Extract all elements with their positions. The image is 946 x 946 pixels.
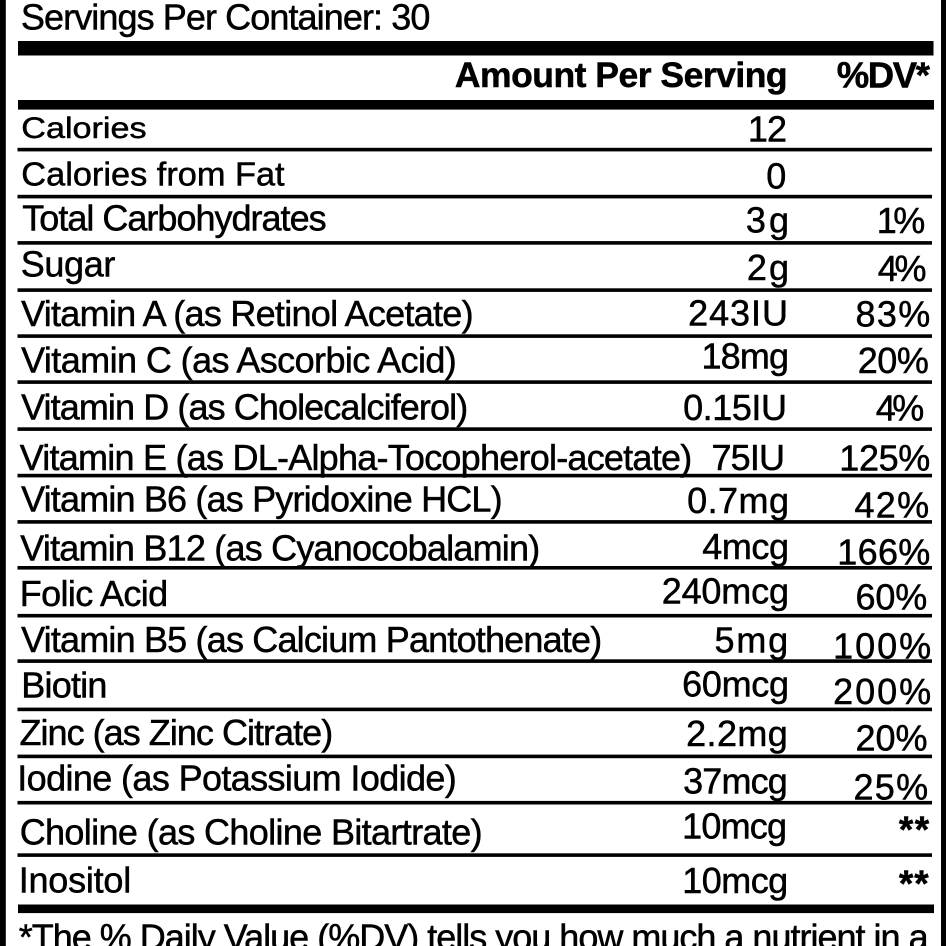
svg-text:%DV*: %DV* — [837, 55, 931, 96]
svg-text:Iodine (as Potassium Iodide): Iodine (as Potassium Iodide) — [17, 757, 457, 798]
svg-text:*The % Daily Value (%DV) tells: *The % Daily Value (%DV) tells you how m… — [19, 917, 930, 946]
svg-text:12: 12 — [748, 109, 787, 150]
svg-text:240mcg: 240mcg — [662, 571, 789, 612]
svg-text:Total Carbohydrates: Total Carbohydrates — [22, 197, 326, 238]
svg-text:2.2mg: 2.2mg — [686, 713, 788, 754]
svg-text:4%: 4% — [876, 388, 925, 429]
svg-text:4mcg: 4mcg — [702, 526, 789, 567]
svg-text:20%: 20% — [858, 340, 929, 381]
svg-text:Vitamin B6 (as Pyridoxine HCL): Vitamin B6 (as Pyridoxine HCL) — [21, 479, 503, 520]
svg-text:166%: 166% — [837, 531, 930, 572]
svg-text:Servings Per Container: 30: Servings Per Container: 30 — [21, 0, 431, 38]
svg-text:Calories from Fat: Calories from Fat — [21, 156, 284, 193]
svg-text:10mcg: 10mcg — [682, 860, 788, 901]
svg-text:37mcg: 37mcg — [683, 760, 788, 801]
svg-text:Vitamin C (as Ascorbic Acid): Vitamin C (as Ascorbic Acid) — [21, 339, 457, 380]
svg-text:Sugar: Sugar — [21, 243, 116, 284]
svg-text:Zinc (as Zinc Citrate): Zinc (as Zinc Citrate) — [20, 712, 334, 753]
svg-text:25%: 25% — [854, 766, 929, 807]
svg-text:0.15IU: 0.15IU — [683, 387, 787, 428]
svg-text:100%: 100% — [833, 625, 931, 666]
svg-text:18mg: 18mg — [702, 335, 790, 376]
svg-text:60%: 60% — [856, 577, 928, 618]
svg-text:4%: 4% — [878, 248, 927, 289]
svg-text:75IU: 75IU — [712, 437, 786, 478]
svg-text:Amount Per Serving: Amount Per Serving — [455, 55, 788, 95]
svg-text:Vitamin A (as Retinol Acetate): Vitamin A (as Retinol Acetate) — [21, 293, 474, 334]
svg-text:Vitamin E (as DL-Alpha-Tocophe: Vitamin E (as DL-Alpha-Tocopherol-acetat… — [20, 437, 693, 478]
svg-text:83%: 83% — [856, 293, 931, 334]
svg-text:0: 0 — [766, 156, 786, 197]
svg-text:**: ** — [899, 863, 929, 904]
svg-text:5mg: 5mg — [715, 619, 789, 660]
svg-text:Calories: Calories — [21, 112, 146, 145]
svg-text:Choline (as Choline Bitartrate: Choline (as Choline Bitartrate) — [20, 811, 483, 852]
svg-text:Vitamin B12 (as Cyanocobalamin: Vitamin B12 (as Cyanocobalamin) — [20, 528, 540, 569]
svg-text:20%: 20% — [856, 718, 928, 759]
svg-text:Vitamin B5 (as Calcium Pantoth: Vitamin B5 (as Calcium Pantothenate) — [21, 619, 602, 660]
svg-text:Folic Acid: Folic Acid — [20, 573, 169, 614]
svg-text:42%: 42% — [855, 485, 930, 526]
svg-text:10mcg: 10mcg — [682, 806, 787, 847]
svg-text:Inositol: Inositol — [19, 860, 132, 901]
svg-text:1%: 1% — [877, 200, 926, 241]
svg-text:125%: 125% — [839, 438, 930, 479]
svg-text:Biotin: Biotin — [21, 665, 107, 706]
svg-text:Vitamin D (as Cholecalciferol): Vitamin D (as Cholecalciferol) — [21, 387, 468, 428]
svg-text:200%: 200% — [833, 671, 931, 712]
svg-text:**: ** — [899, 809, 930, 850]
svg-text:0.7mg: 0.7mg — [687, 480, 789, 521]
svg-text:60mcg: 60mcg — [682, 664, 789, 705]
svg-text:243IU: 243IU — [688, 293, 788, 334]
